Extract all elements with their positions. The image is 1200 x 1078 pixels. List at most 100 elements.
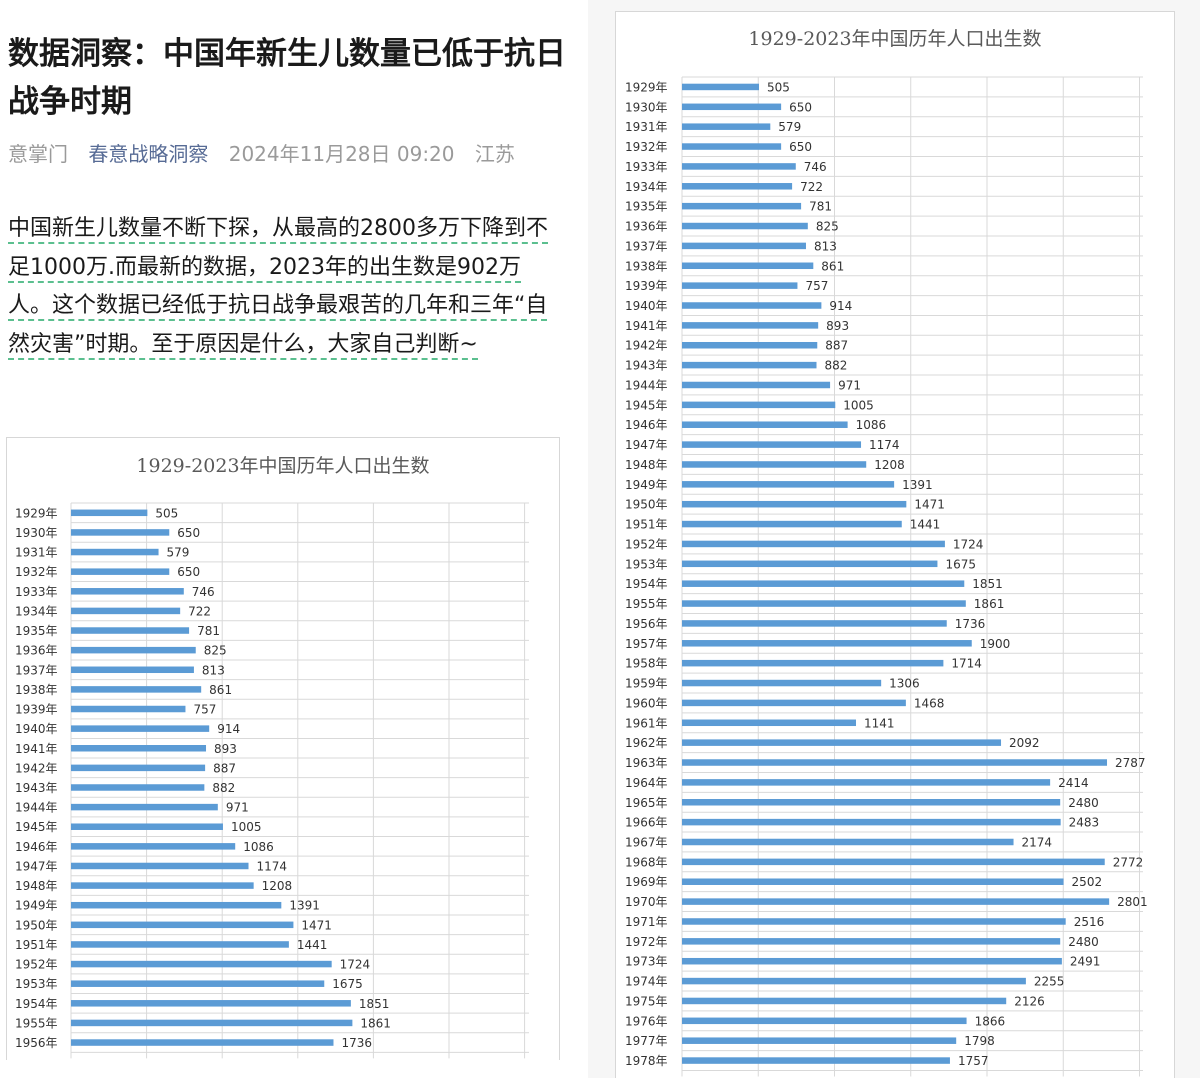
author-name: 意掌门 bbox=[8, 142, 68, 166]
category-label: 1976年 bbox=[625, 1014, 668, 1028]
data-label: 781 bbox=[809, 200, 832, 214]
bar bbox=[682, 600, 966, 607]
data-label: 1391 bbox=[902, 478, 933, 492]
bar bbox=[682, 957, 1062, 965]
data-label: 1471 bbox=[301, 918, 332, 932]
bar bbox=[71, 509, 148, 517]
data-label: 1174 bbox=[869, 438, 900, 452]
category-label: 1952年 bbox=[625, 537, 668, 551]
category-label: 1947年 bbox=[625, 438, 668, 452]
category-label: 1974年 bbox=[625, 975, 668, 989]
category-label: 1953年 bbox=[15, 977, 58, 991]
category-label: 1948年 bbox=[625, 458, 668, 472]
data-label: 1724 bbox=[340, 958, 371, 972]
bar bbox=[682, 938, 1061, 945]
data-label: 1086 bbox=[243, 840, 274, 854]
bar bbox=[682, 858, 1105, 866]
data-label: 882 bbox=[212, 781, 235, 795]
bar bbox=[71, 1000, 351, 1007]
category-label: 1957年 bbox=[625, 637, 668, 651]
category-label: 1941年 bbox=[15, 742, 58, 756]
category-label: 1945年 bbox=[625, 398, 668, 412]
bar bbox=[682, 222, 808, 230]
category-label: 1930年 bbox=[15, 526, 58, 540]
data-label: 650 bbox=[789, 140, 812, 154]
bar bbox=[682, 719, 857, 727]
category-label: 1946年 bbox=[15, 840, 58, 854]
bar bbox=[71, 666, 194, 674]
category-label: 1969年 bbox=[625, 875, 668, 889]
category-label: 1945年 bbox=[15, 820, 58, 834]
data-label: 1441 bbox=[910, 518, 941, 532]
bar bbox=[682, 779, 1051, 786]
data-label: 1675 bbox=[332, 977, 363, 991]
category-label: 1950年 bbox=[15, 918, 58, 932]
scroll-edge bbox=[0, 1060, 588, 1078]
data-label: 2491 bbox=[1070, 955, 1101, 969]
bar bbox=[682, 560, 938, 568]
data-label: 1005 bbox=[231, 820, 262, 834]
category-label: 1946年 bbox=[625, 418, 668, 432]
category-label: 1965年 bbox=[625, 796, 668, 810]
category-label: 1939年 bbox=[15, 703, 58, 717]
category-label: 1958年 bbox=[625, 657, 668, 671]
category-label: 1935年 bbox=[625, 200, 668, 214]
data-label: 971 bbox=[838, 378, 861, 392]
data-label: 861 bbox=[821, 259, 844, 273]
category-label: 1929年 bbox=[625, 80, 668, 94]
data-label: 1724 bbox=[953, 537, 984, 551]
bar bbox=[71, 1019, 353, 1027]
account-link[interactable]: 春意战略洞察 bbox=[88, 142, 209, 166]
article-paragraph: 中国新生儿数量不断下探，从最高的2800多万下降到不足1000万.而最新的数据，… bbox=[8, 210, 564, 364]
category-label: 1954年 bbox=[15, 997, 58, 1011]
bar bbox=[682, 143, 782, 150]
category-label: 1936年 bbox=[625, 220, 668, 234]
bar bbox=[682, 441, 862, 448]
data-label: 2502 bbox=[1072, 875, 1103, 889]
data-label: 650 bbox=[789, 100, 812, 114]
bar bbox=[682, 123, 771, 130]
category-label: 1970年 bbox=[625, 895, 668, 909]
category-label: 1955年 bbox=[15, 1016, 58, 1030]
category-label: 1944年 bbox=[15, 801, 58, 815]
data-label: 2787 bbox=[1115, 756, 1146, 770]
data-label: 1471 bbox=[914, 498, 945, 512]
category-label: 1940年 bbox=[15, 722, 58, 736]
category-label: 1973年 bbox=[625, 955, 668, 969]
bar bbox=[682, 341, 818, 349]
data-label: 1861 bbox=[360, 1016, 391, 1030]
bar bbox=[682, 540, 945, 548]
data-label: 722 bbox=[188, 604, 211, 618]
data-label: 2414 bbox=[1058, 776, 1089, 790]
data-label: 1208 bbox=[874, 458, 905, 472]
bar bbox=[71, 627, 190, 634]
category-label: 1940年 bbox=[625, 299, 668, 313]
data-label: 2801 bbox=[1117, 895, 1148, 909]
data-label: 971 bbox=[226, 801, 249, 815]
bar bbox=[682, 500, 907, 508]
category-label: 1931年 bbox=[625, 120, 668, 134]
category-label: 1949年 bbox=[625, 478, 668, 492]
data-label: 650 bbox=[177, 565, 200, 579]
bar bbox=[71, 529, 170, 536]
category-label: 1941年 bbox=[625, 319, 668, 333]
category-label: 1939年 bbox=[625, 279, 668, 293]
category-label: 1934年 bbox=[625, 180, 668, 194]
data-label: 1900 bbox=[980, 637, 1011, 651]
chart-image-right: 1929-2023年中国历年人口出生数 1929年 505 1930年 650 1931年… bbox=[615, 11, 1175, 1078]
chart-image-left: 1929-2023年中国历年人口出生数 1929年 505 1930年 650 1931年… bbox=[6, 437, 560, 1078]
data-label: 1391 bbox=[289, 899, 320, 913]
bar bbox=[682, 461, 867, 468]
bar bbox=[71, 882, 254, 889]
category-label: 1932年 bbox=[15, 565, 58, 579]
bar bbox=[71, 784, 205, 791]
bar bbox=[682, 361, 817, 369]
publish-location: 江苏 bbox=[474, 142, 515, 166]
data-label: 579 bbox=[167, 546, 190, 560]
bar bbox=[682, 282, 798, 289]
category-label: 1933年 bbox=[625, 160, 668, 174]
bar bbox=[682, 1037, 957, 1044]
bar bbox=[682, 838, 1014, 846]
category-label: 1930年 bbox=[625, 100, 668, 114]
data-label: 1086 bbox=[856, 418, 887, 432]
